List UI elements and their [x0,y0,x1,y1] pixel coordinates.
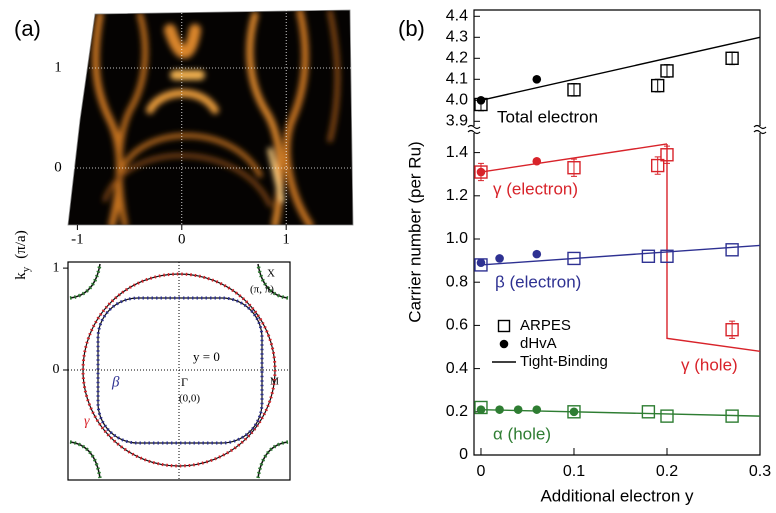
dhva-marker [532,157,541,166]
y-tick-label: 1 [54,59,62,75]
arpes-marker [475,401,487,413]
fs-label: y = 0 [193,349,220,364]
legend-label: ARPES [520,317,571,334]
plot-frame [468,10,766,455]
y-tick-label: 4.4 [446,8,468,25]
y-tick-label: 4.0 [446,92,468,109]
x-tick-label: 0.1 [563,463,585,480]
fs-label: β [111,374,120,390]
arpes-marker [568,406,580,418]
label-sub: y [20,266,32,272]
arpes-marker [568,84,580,96]
dhva-marker [495,405,504,414]
y-tick-label: 0 [459,446,468,463]
y-tick-label: 1 [53,260,60,275]
y-tick-label: 1.4 [446,144,468,161]
y-tick-label: 4.1 [446,71,468,88]
arpes-marker [475,166,487,178]
plot-area: 0 0.1 0.2 0.3 0 0.2 0.4 0.6 0.8 1.0 1.2 1.4 3.9 4.0 4.… [446,8,771,481]
dhva-marker [532,405,541,414]
x-tick-label: 1 [282,231,290,247]
fermi-surface: X (π, π) y = 0 Γ (0,0) M β γ [68,262,290,480]
arpes-map [60,5,360,230]
dhva-marker [495,254,504,263]
band-label: γ (electron) [493,179,578,198]
arpes-marker [568,162,580,174]
x-tick-label: 0 [178,231,186,247]
legend-label: dHvA [520,335,557,352]
tight-binding-line [481,410,760,416]
y-tick-label: 0.2 [446,403,468,420]
y-tick-label: 1.0 [446,230,468,247]
band-label: γ (hole) [681,355,738,374]
panel-label: (a) [14,16,41,41]
fs-label: X [267,268,275,280]
panel-label: (b) [398,16,425,41]
y-axis-label: Carrier number (per Ru) [405,141,424,322]
y-tick-label: 0 [53,362,60,377]
fs-label: Γ [181,375,188,389]
y-tick-label: 0.4 [446,360,468,377]
x-axis-label: Additional electron y [540,486,694,505]
fs-label: γ [84,414,90,429]
arpes-marker [726,410,738,422]
tight-binding-line [481,37,760,100]
figure: (a) -1010101 ky(π/a) X [0,0,776,513]
y-tick-label: 4.3 [446,29,468,46]
y-tick-label: 0.8 [446,273,468,290]
x-tick-label: 0.2 [656,463,678,480]
page: (a) -1010101 ky(π/a) X [0,0,776,513]
arpes-marker [726,52,738,64]
fs-label: M [270,376,279,387]
arpes-marker [499,321,510,332]
arpes-marker [642,250,654,262]
arpes-marker [652,80,664,92]
y-tick-label: 0 [54,159,62,175]
y-tick-label: 3.9 [446,113,468,130]
tight-binding-line [667,144,760,351]
label-unit: (π/a) [13,230,29,258]
arpes-marker [568,252,580,264]
arpes-marker [726,324,738,336]
tight-binding-line [481,245,760,264]
fs-label: (0,0) [179,393,200,405]
arpes-marker [642,406,654,418]
y-tick-label: 4.2 [446,50,468,67]
band-label: Total electron [497,107,598,126]
x-tick-label: -1 [71,231,84,247]
dhva-marker [532,75,541,84]
arpes-marker [475,259,487,271]
y-tick-label: 1.2 [446,187,468,204]
dhva-marker [532,250,541,259]
fs-label: (π, π) [250,284,274,296]
band-label: β (electron) [495,272,581,291]
arpes-marker [661,410,673,422]
x-tick-label: 0 [477,463,486,480]
map-y-label: ky(π/a) [13,230,31,279]
legend-marker [500,340,509,349]
arpes-marker [475,99,487,111]
arpes-marker [661,65,673,77]
legend-label: Tight-Binding [520,353,608,370]
band-label: α (hole) [493,424,551,443]
y-tick-label: 0.6 [446,317,468,334]
arpes-marker [726,244,738,256]
arpes-marker [661,250,673,262]
dhva-marker [514,405,523,414]
x-tick-label: 0.3 [749,463,771,480]
